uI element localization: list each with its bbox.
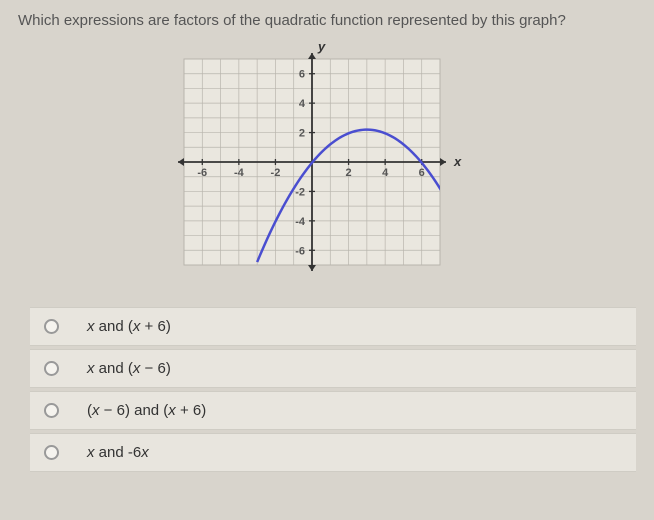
quadratic-graph: -6 -4 -2 2 4 6 -6 -4 -2 2 4 6 x y	[162, 37, 462, 287]
option-2[interactable]: (x − 6) and (x + 6)	[30, 391, 636, 430]
svg-text:-2: -2	[271, 167, 281, 179]
svg-text:6: 6	[419, 167, 425, 179]
radio-icon[interactable]	[44, 319, 59, 334]
option-0[interactable]: x and (x + 6)	[30, 307, 636, 346]
graph-svg: -6 -4 -2 2 4 6 -6 -4 -2 2 4 6 x y	[162, 37, 462, 287]
radio-icon[interactable]	[44, 445, 59, 460]
svg-text:x: x	[453, 154, 462, 169]
svg-text:4: 4	[382, 167, 389, 179]
svg-text:-6: -6	[295, 245, 305, 257]
option-label: x and (x + 6)	[87, 318, 171, 335]
option-label: (x − 6) and (x + 6)	[87, 402, 206, 419]
svg-text:4: 4	[299, 98, 306, 110]
svg-text:-4: -4	[234, 167, 245, 179]
options-list: x and (x + 6) x and (x − 6) (x − 6) and (x…	[0, 307, 654, 472]
svg-text:2: 2	[299, 128, 305, 140]
graph-container: -6 -4 -2 2 4 6 -6 -4 -2 2 4 6 x y	[0, 37, 654, 307]
svg-text:6: 6	[299, 69, 305, 81]
option-label: x and (x − 6)	[87, 360, 171, 377]
option-3[interactable]: x and -6x	[30, 433, 636, 472]
question-text: Which expressions are factors of the qua…	[0, 0, 654, 37]
svg-text:2: 2	[346, 167, 352, 179]
svg-text:-4: -4	[295, 216, 306, 228]
svg-text:-2: -2	[295, 186, 305, 198]
radio-icon[interactable]	[44, 361, 59, 376]
svg-text:-6: -6	[197, 167, 207, 179]
radio-icon[interactable]	[44, 403, 59, 418]
option-1[interactable]: x and (x − 6)	[30, 349, 636, 388]
option-label: x and -6x	[87, 444, 149, 461]
svg-text:y: y	[317, 39, 326, 54]
